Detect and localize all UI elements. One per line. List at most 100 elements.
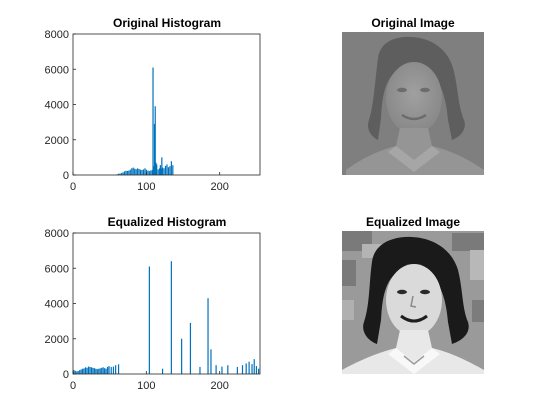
equalized-histogram-ytick-label: 0 xyxy=(63,369,69,381)
equalized-histogram-bar xyxy=(87,366,90,374)
original-histogram-bar xyxy=(150,170,152,175)
equalized-histogram-bar xyxy=(96,369,98,374)
original-histogram-xtick-label: 100 xyxy=(137,181,155,193)
equalized-histogram-bar xyxy=(101,367,103,374)
equalized-histogram-bar xyxy=(79,370,81,374)
original-histogram-bar xyxy=(144,168,146,175)
original-histogram-xtick-label: 0 xyxy=(70,181,76,193)
original-histogram-bar xyxy=(157,169,159,175)
original-histogram-bar xyxy=(169,166,171,175)
equalized-histogram-bar xyxy=(112,366,115,374)
original-histogram-bar xyxy=(135,169,137,175)
original-histogram-bar xyxy=(172,165,174,175)
original-histogram-bar xyxy=(119,173,121,175)
equalized-histogram-bar xyxy=(255,366,258,374)
equalized-histogram-bar xyxy=(227,365,229,374)
equalized-histogram-bar xyxy=(90,367,93,374)
original-histogram-ytick-label: 8000 xyxy=(45,29,69,41)
original-image-panel: Original Image xyxy=(342,16,484,175)
equalized-image-panel: Equalized Image xyxy=(342,215,484,374)
original-histogram-bar xyxy=(142,169,145,175)
equalized-histogram-frame xyxy=(72,232,261,375)
equalized-histogram-bar xyxy=(93,368,95,374)
equalized-histogram-bar xyxy=(74,370,76,374)
equalized-histogram-bar xyxy=(102,367,104,374)
equalized-image-title: Equalized Image xyxy=(366,215,460,229)
equalized-histogram-bars xyxy=(73,261,260,374)
original-histogram-bar xyxy=(164,165,167,175)
equalized-histogram-bar xyxy=(253,359,255,374)
equalized-histogram-bar xyxy=(115,365,117,374)
equalized-histogram-ytick-label: 4000 xyxy=(45,299,69,311)
equalized-histogram-bar xyxy=(181,338,183,374)
original-histogram-axes: Original Histogram 0 2000 4000 6000 8000 0 10… xyxy=(45,16,261,193)
original-image-title: Original Image xyxy=(371,16,455,30)
equalized-histogram-bar xyxy=(236,366,238,374)
equalized-histogram-bar xyxy=(110,366,112,374)
original-histogram-bar xyxy=(151,170,153,175)
equalized-histogram-bar xyxy=(104,368,106,374)
equalized-histogram-bar xyxy=(80,369,82,374)
original-histogram-ytick-label: 6000 xyxy=(45,64,69,76)
original-histogram-bar xyxy=(132,167,134,175)
equalized-histogram-bar xyxy=(73,369,75,374)
equalized-histogram-bar xyxy=(215,365,217,374)
original-histogram-ytick-label: 4000 xyxy=(45,100,69,112)
equalized-histogram-bar xyxy=(258,368,260,374)
original-histogram-bar xyxy=(131,168,133,175)
equalized-histogram-bar xyxy=(199,366,201,374)
original-histogram-bar xyxy=(129,169,131,175)
original-histogram-bar xyxy=(141,170,143,175)
original-histogram-bar xyxy=(159,165,161,175)
original-histogram-bar xyxy=(154,106,156,175)
original-histogram-frame xyxy=(72,33,261,176)
original-histogram-bar xyxy=(128,170,130,175)
original-histogram-bar xyxy=(155,162,157,175)
equalized-histogram-bar xyxy=(221,366,223,374)
equalized-histogram-bar xyxy=(148,266,150,374)
original-histogram-bar xyxy=(120,173,123,175)
equalized-histogram-bar xyxy=(106,366,109,374)
equalized-histogram-xtick-label: 100 xyxy=(137,380,155,392)
equalized-histogram-axes: Equalized Histogram 0 2000 4000 6000 8000 0 1… xyxy=(45,215,261,392)
original-histogram-bar xyxy=(153,123,156,175)
original-histogram-title: Original Histogram xyxy=(113,16,221,30)
original-histogram-ytick-label: 2000 xyxy=(45,135,69,147)
original-histogram-bar xyxy=(122,172,124,175)
equalized-histogram-bar xyxy=(170,261,172,374)
original-histogram-bar xyxy=(125,170,127,175)
original-histogram-ytick-label: 0 xyxy=(63,170,69,182)
equalized-histogram-bar xyxy=(105,368,107,374)
original-histogram-bar xyxy=(156,164,158,175)
original-histogram-bar xyxy=(139,169,142,175)
original-histogram-bar xyxy=(170,161,172,175)
original-histogram-bar xyxy=(163,168,165,175)
equalized-histogram-bar xyxy=(92,367,94,374)
equalized-histogram-bar xyxy=(82,368,84,374)
original-histogram-bar xyxy=(159,168,161,175)
equalized-histogram-bar xyxy=(99,368,101,374)
equalized-histogram-bar xyxy=(86,367,88,374)
equalized-histogram-ytick-label: 8000 xyxy=(45,228,69,240)
equalized-histogram-bar xyxy=(98,368,100,374)
original-histogram-bar xyxy=(123,171,126,175)
equalized-histogram-bar xyxy=(248,361,250,374)
equalized-histogram-bar xyxy=(245,363,247,374)
original-image xyxy=(342,32,484,175)
equalized-histogram-bar xyxy=(89,366,91,374)
original-histogram-bar xyxy=(117,173,120,175)
original-histogram-bar xyxy=(160,168,162,175)
original-histogram-bar xyxy=(167,167,170,175)
equalized-image xyxy=(342,231,484,374)
equalized-histogram-bar xyxy=(117,364,120,374)
equalized-histogram-ytick-label: 6000 xyxy=(45,263,69,275)
original-histogram-bar xyxy=(153,166,155,175)
original-histogram-bar xyxy=(134,168,136,175)
equalized-histogram-bar xyxy=(241,365,244,374)
equalized-histogram-bar xyxy=(95,368,97,374)
original-histogram-bar xyxy=(148,171,150,175)
equalized-histogram-ytick-label: 2000 xyxy=(45,334,69,346)
original-histogram-bar xyxy=(152,67,154,175)
original-histogram-bar xyxy=(126,170,128,175)
